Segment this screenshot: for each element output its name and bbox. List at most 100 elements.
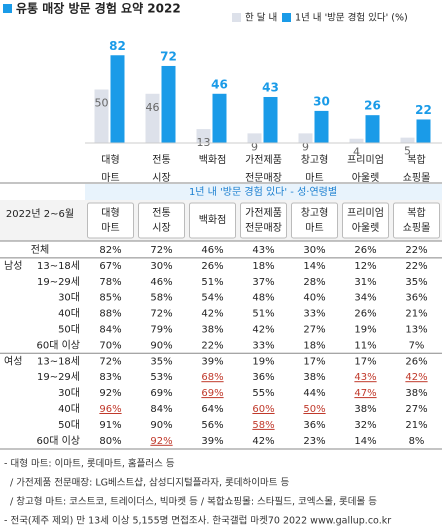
table-cell: 56% — [201, 420, 223, 431]
table-cell: 19% — [252, 356, 274, 367]
table-cell: 23% — [303, 436, 325, 447]
table-cell: 46% — [201, 245, 223, 256]
bar — [298, 133, 313, 143]
row-label: 전체 — [31, 244, 49, 256]
note: / 창고형 마트: 코스트코, 트레이더스, 빅마켓 등 / 복합쇼핑몰: 스타… — [10, 496, 377, 508]
table-cell: 70% — [99, 340, 121, 351]
table-cell: 79% — [150, 325, 172, 336]
table-cell: 83% — [99, 372, 121, 383]
table-cell: 92% — [150, 436, 172, 447]
column-header: 전문매장 — [245, 222, 282, 234]
table-cell: 67% — [99, 261, 121, 272]
bar — [196, 129, 211, 143]
row-label: 13~18세 — [37, 260, 80, 272]
x-tick-label: 전문매장 — [245, 172, 282, 184]
table-cell: 22% — [405, 261, 427, 272]
x-tick-label: 마트 — [101, 172, 119, 184]
column-header: 복합 — [407, 207, 425, 219]
bar — [247, 133, 262, 143]
table-cell: 14% — [354, 436, 376, 447]
x-tick-label: 쇼핑몰 — [403, 172, 431, 184]
column-header: 프리미엄 — [347, 207, 384, 219]
table-cell: 19% — [354, 325, 376, 336]
table-cell: 18% — [252, 261, 274, 272]
bar — [263, 96, 278, 143]
value-label: 46 — [211, 77, 228, 91]
row-label: 50대 — [58, 419, 80, 431]
chart-title: 유통 매장 방문 경험 요약 2022 — [16, 1, 181, 16]
x-tick-label: 프리미엄 — [347, 154, 384, 166]
table-cell: 91% — [99, 420, 121, 431]
table-cell: 13% — [405, 325, 427, 336]
table-cell: 27% — [303, 325, 325, 336]
value-label: 4 — [353, 146, 360, 159]
column-header: 쇼핑몰 — [403, 222, 431, 234]
row-label: 30대 — [58, 387, 80, 399]
x-tick-label: 가전제품 — [245, 154, 282, 166]
table-cell: 46% — [150, 277, 172, 288]
bar — [145, 93, 160, 143]
value-label: 43 — [262, 80, 279, 94]
table-cell: 43% — [252, 245, 274, 256]
note: - 전국(제주 제외) 만 13세 이상 5,155명 면접조사. 한국갤럽 마… — [4, 515, 391, 527]
table-cell: 48% — [252, 293, 274, 304]
table-cell: 69% — [150, 388, 172, 399]
column-header-box — [138, 202, 185, 239]
table-cell: 51% — [201, 277, 223, 288]
table-cell: 22% — [201, 340, 223, 351]
value-label: 72 — [160, 49, 177, 63]
x-tick-label: 대형 — [101, 154, 119, 166]
value-label: 22 — [415, 103, 432, 117]
table-cell: 84% — [99, 325, 121, 336]
value-label: 9 — [302, 140, 309, 153]
legend-swatch — [232, 13, 241, 22]
column-header: 마트 — [101, 222, 119, 234]
x-tick-label: 마트 — [305, 172, 323, 184]
table-cell: 58% — [252, 420, 274, 431]
table-cell: 36% — [252, 372, 274, 383]
table-cell: 88% — [99, 309, 121, 320]
column-header-box — [291, 202, 338, 239]
table-cell: 64% — [201, 404, 223, 415]
table-cell: 38% — [354, 404, 376, 415]
bar — [416, 119, 431, 143]
table-cell: 92% — [99, 388, 121, 399]
table-cell: 12% — [354, 261, 376, 272]
column-header-box — [240, 202, 287, 239]
table-cell: 84% — [150, 404, 172, 415]
table-cell: 35% — [150, 356, 172, 367]
table-cell: 72% — [150, 245, 172, 256]
x-tick-label: 백화점 — [199, 154, 227, 166]
column-header-box — [189, 202, 236, 239]
row-label: 40대 — [58, 403, 80, 415]
note: - 대형 마트: 이마트, 롯데마트, 홈플러스 등 — [4, 458, 175, 470]
row-group: 남성 — [4, 260, 22, 272]
column-header: 아울렛 — [352, 222, 380, 234]
legend-swatch — [282, 13, 291, 22]
table-cell: 42% — [201, 309, 223, 320]
row-label: 50대 — [58, 324, 80, 336]
column-header: 창고형 — [301, 207, 329, 219]
table-cell: 80% — [99, 436, 121, 447]
table-cell: 39% — [201, 436, 223, 447]
table-cell: 26% — [201, 261, 223, 272]
value-label: 5 — [404, 145, 411, 158]
bar — [349, 138, 364, 143]
table-cell: 38% — [303, 372, 325, 383]
row-label: 60대 이상 — [36, 435, 80, 447]
table-cell: 8% — [409, 436, 425, 447]
value-label: 9 — [251, 140, 258, 153]
bar — [110, 55, 125, 144]
row-label: 19~29세 — [37, 371, 80, 383]
x-tick-label: 아울렛 — [352, 172, 380, 184]
bar — [314, 110, 329, 143]
column-header: 대형 — [101, 207, 119, 219]
x-tick-label: 전통 — [152, 154, 170, 166]
table-cell: 42% — [252, 325, 274, 336]
value-label: 46 — [146, 101, 160, 114]
table-cell: 31% — [354, 277, 376, 288]
column-header: 시장 — [152, 222, 170, 234]
table-cell: 78% — [99, 277, 121, 288]
column-header: 전통 — [152, 207, 170, 219]
